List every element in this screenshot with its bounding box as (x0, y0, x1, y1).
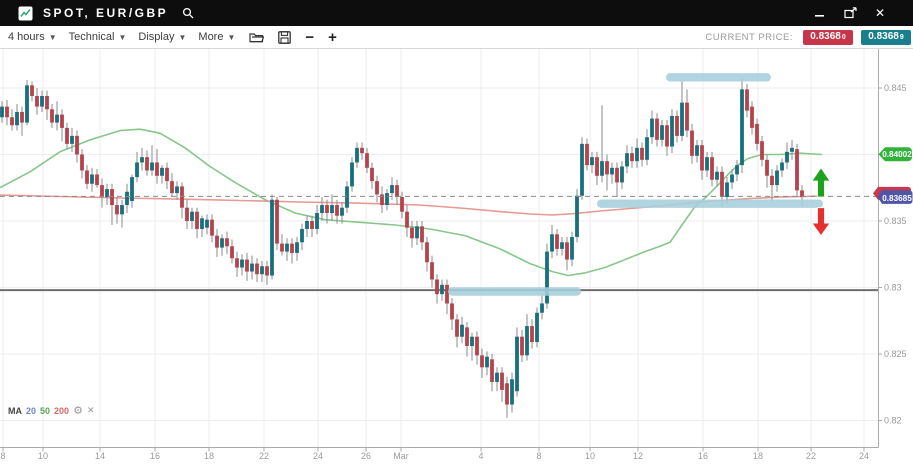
svg-text:18: 18 (753, 451, 763, 461)
svg-text:22: 22 (259, 451, 269, 461)
ma-period-20: 20 (26, 405, 37, 416)
svg-text:24: 24 (313, 451, 323, 461)
svg-text:8: 8 (536, 451, 541, 461)
ma-legend-name: MA (8, 405, 22, 416)
svg-text:0.84002: 0.84002 (882, 150, 912, 159)
save-icon[interactable] (278, 30, 292, 44)
chevron-down-icon: ▼ (48, 32, 57, 42)
zoom-in-button[interactable]: + (328, 28, 337, 46)
ma-period-50: 50 (40, 405, 51, 416)
more-label: More (198, 31, 224, 43)
svg-text:10: 10 (38, 451, 48, 461)
ma-period-200: 200 (54, 405, 70, 416)
svg-text:0.825: 0.825 (884, 349, 907, 359)
current-price-group: CURRENT PRICE: 0.8368 0 0.8368 9 (705, 29, 913, 45)
ask-price-badge: 0.8368 9 (861, 29, 911, 45)
search-icon[interactable] (182, 7, 195, 20)
svg-text:Mar: Mar (393, 451, 409, 461)
title-bar: SPOT, EUR/GBP ✕ (0, 0, 913, 26)
gear-icon[interactable]: ⚙ (73, 405, 83, 417)
svg-text:22: 22 (806, 451, 816, 461)
current-price-axis-badge (877, 190, 913, 204)
svg-text:0.83: 0.83 (884, 283, 902, 293)
svg-text:16: 16 (698, 451, 708, 461)
svg-text:14: 14 (95, 451, 105, 461)
minimize-icon[interactable] (805, 3, 835, 23)
svg-text:12: 12 (633, 451, 643, 461)
zoom-out-button[interactable]: − (305, 28, 315, 46)
close-icon[interactable]: ✕ (874, 6, 886, 20)
zone-support-current (597, 199, 823, 208)
open-folder-icon[interactable] (249, 31, 265, 43)
svg-text:10: 10 (585, 451, 595, 461)
bid-price-badge: 0.8368 0 (803, 29, 853, 45)
svg-text:0.835: 0.835 (884, 216, 907, 226)
more-dropdown[interactable]: More ▼ (198, 31, 235, 43)
chevron-down-icon: ▼ (227, 32, 236, 42)
window-controls: ✕ (805, 3, 913, 23)
svg-text:26: 26 (361, 451, 371, 461)
current-price-label: CURRENT PRICE: (705, 31, 793, 43)
svg-text:16: 16 (150, 451, 160, 461)
timeframe-dropdown[interactable]: 4 hours ▼ (8, 31, 57, 43)
technical-label: Technical (68, 31, 115, 43)
down-arrow (811, 207, 831, 237)
svg-text:18: 18 (204, 451, 214, 461)
chevron-down-icon: ▼ (118, 32, 127, 42)
svg-text:0.83685: 0.83685 (882, 194, 912, 203)
remove-indicator-icon[interactable]: ✕ (86, 405, 95, 415)
display-dropdown[interactable]: Display ▼ (138, 31, 186, 43)
timeframe-label: 4 hours (8, 31, 45, 43)
svg-text:0.82: 0.82 (884, 416, 902, 426)
display-label: Display (138, 31, 175, 43)
technical-dropdown[interactable]: Technical ▼ (69, 31, 127, 43)
zone-support-low (448, 287, 581, 296)
zone-resistance (666, 73, 771, 82)
window-title: SPOT, EUR/GBP (43, 6, 169, 20)
chart-app-icon (18, 6, 33, 21)
svg-text:8: 8 (0, 451, 5, 461)
up-arrow (811, 167, 831, 198)
chevron-down-icon: ▼ (178, 32, 187, 42)
ma-legend: MA 20 50 200 ⚙ ✕ (8, 404, 94, 417)
chart-toolbar: 4 hours ▼ Technical ▼ Display ▼ More ▼ −… (0, 26, 913, 49)
svg-text:24: 24 (859, 451, 869, 461)
svg-text:4: 4 (478, 451, 483, 461)
popout-icon[interactable] (835, 3, 865, 23)
ma-value-badge (878, 147, 912, 162)
svg-text:0.845: 0.845 (884, 83, 907, 93)
